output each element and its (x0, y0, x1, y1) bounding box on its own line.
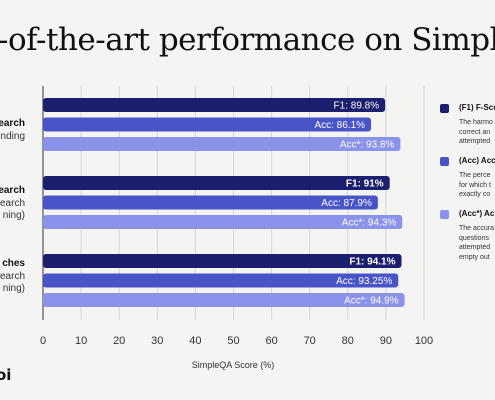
row-label-2-sub: earch (0, 197, 25, 209)
bar-g2-1 (43, 176, 390, 190)
row-label-1-name: earch (0, 118, 25, 129)
bar-value-label-g3-2: Acc: 93.25% (336, 276, 392, 287)
legend-desc-acc-star-line: attempted (459, 244, 491, 251)
x-tick-label-5: 50 (227, 335, 239, 347)
x-tick-label-10: 100 (415, 335, 433, 347)
row-label-2-sub2: ning) (2, 210, 25, 221)
bar-value-label-g2-1: F1: 91% (346, 179, 384, 190)
bar-g2-2 (43, 195, 378, 210)
bar-g3-1 (43, 254, 402, 268)
x-tick-label-1: 10 (75, 335, 87, 347)
bar-g3-2 (43, 273, 399, 288)
legend-desc-acc: The perce for which t exactly co (459, 171, 495, 200)
bar-g1-3 (43, 137, 401, 151)
x-tick-label-4: 40 (189, 335, 201, 347)
bar-value-label-g2-2: Acc: 87.9% (321, 198, 372, 209)
row-label-3-sub2: ning) (2, 283, 25, 294)
chart-title: -of-the-art performance on Simple (0, 22, 495, 58)
legend-swatch-acc (440, 157, 449, 166)
x-tick-label-9: 90 (380, 335, 392, 347)
bar-value-label-g1-3: Acc*: 93.8% (340, 140, 395, 151)
legend-item-f1: (F1) F-Sco The harmo correct an attempte… (440, 104, 495, 149)
legend-title-acc-star: (Acc*) Ac (459, 210, 495, 218)
legend-desc-acc-star-line: The accura (459, 225, 495, 232)
legend-desc-acc-star: The accura questions attempted empty out (459, 224, 495, 262)
x-tick-label-2: 20 (113, 335, 125, 347)
bar-value-label-g1-1: F1: 89.8% (334, 101, 380, 112)
x-tick-label-6: 60 (265, 335, 277, 347)
legend-desc-acc-line: exactly co (459, 191, 491, 198)
bar-value-label-g3-3: Acc*: 94.9% (344, 296, 399, 307)
bar-value-label-g3-1: F1: 94.1% (349, 257, 395, 268)
bar-g2-3 (43, 215, 403, 229)
legend-desc-acc-line: The perce (459, 172, 491, 179)
row-label-3-sub: earch (0, 270, 25, 282)
x-axis-label: SimpleQA Score (%) (191, 360, 275, 370)
bar-value-label-g2-3: Acc*: 94.3% (342, 218, 397, 229)
x-tick-label-8: 80 (342, 335, 354, 347)
legend-desc-acc-star-line: empty out (459, 253, 490, 261)
legend-desc-f1: The harmo correct an attempted (459, 118, 495, 147)
row-label-2-name: earch (0, 185, 25, 196)
bar-g3-3 (43, 293, 405, 307)
legend-desc-f1-line: The harmo (459, 119, 493, 126)
legend-desc-acc-star-line: questions (459, 234, 489, 242)
legend-desc-acc-line: for which t (459, 181, 491, 189)
legend-desc-f1-line: attempted (459, 138, 491, 145)
brand-logo: oi (0, 366, 12, 384)
legend-swatch-f1 (440, 104, 449, 113)
legend-desc-f1-line: correct an (459, 128, 491, 136)
legend-title-f1: (F1) F-Sco (459, 104, 495, 112)
row-label-2: earch earch ning) (0, 185, 25, 223)
x-tick-label-7: 70 (304, 335, 316, 347)
bar-value-label-g1-2: Acc: 86.1% (314, 120, 365, 131)
x-tick-label-0: 0 (40, 335, 46, 347)
row-label-3: ches earch ning) (0, 258, 25, 296)
x-tick-label-3: 30 (151, 335, 163, 347)
row-label-3-name: ches (2, 258, 25, 269)
legend-item-acc-star: (Acc*) Ac The accura questions attempted… (440, 210, 495, 266)
bar-g1-2 (43, 117, 372, 132)
legend-title-acc: (Acc) Acc (459, 157, 495, 165)
legend-item-acc: (Acc) Acc The perce for which t exactly … (440, 157, 495, 202)
row-label-1: earch nding (0, 118, 25, 143)
row-label-1-sub: nding (0, 130, 25, 142)
legend-swatch-acc-star (440, 210, 449, 219)
bar-g1-1 (43, 98, 386, 112)
